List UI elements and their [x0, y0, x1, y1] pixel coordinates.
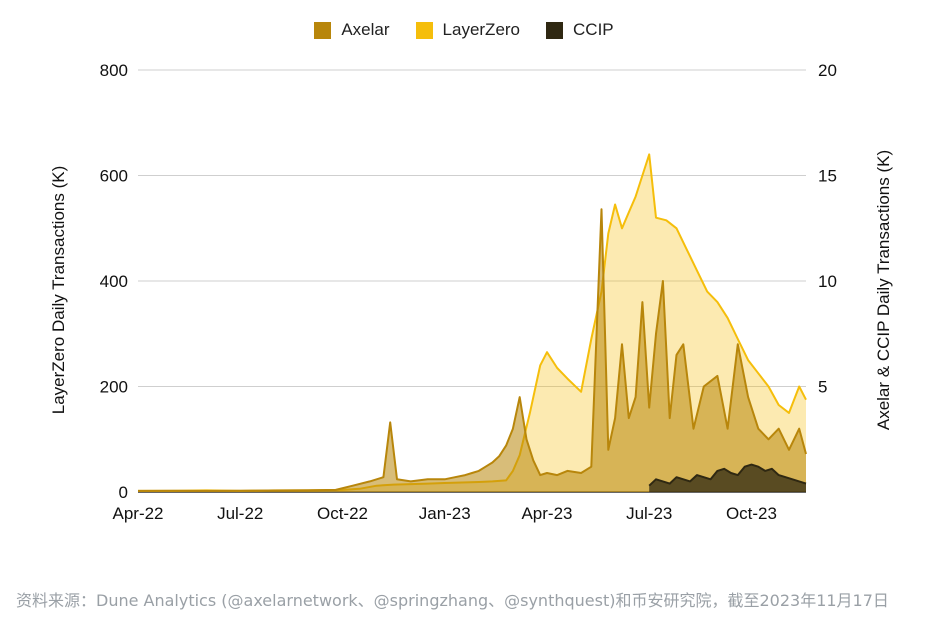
- legend-label-ccip: CCIP: [573, 20, 614, 39]
- x-tick: Oct-23: [726, 504, 777, 523]
- y-tick-left: 200: [100, 378, 128, 397]
- area-ccip: [649, 464, 806, 492]
- area-axelar: [138, 209, 806, 493]
- x-tick: Apr-23: [521, 504, 572, 523]
- y-tick-left: 800: [100, 61, 128, 80]
- legend-swatch-ccip: [546, 21, 564, 39]
- legend: Axelar LayerZero CCIP: [0, 20, 928, 40]
- legend-swatch-axelar: [314, 21, 332, 39]
- legend-item-ccip[interactable]: CCIP: [546, 20, 614, 40]
- x-tick: Oct-22: [317, 504, 368, 523]
- x-tick: Jan-23: [419, 504, 471, 523]
- series-areas: [137, 153, 807, 493]
- y-tick-right: 15: [818, 167, 837, 186]
- legend-label-axelar: Axelar: [341, 20, 390, 39]
- y-tick-right: 10: [818, 272, 837, 291]
- line-ccip: [648, 463, 807, 487]
- x-tick: Jul-22: [217, 504, 263, 523]
- legend-item-axelar[interactable]: Axelar: [314, 20, 390, 40]
- y-axis-left-title: LayerZero Daily Transactions (K): [49, 166, 68, 414]
- tick-labels: 0 200 400 600 800 5 10 15 20 Apr-22 Jul-22 Oct-22 Ja…: [100, 61, 837, 523]
- y-tick-left: 600: [100, 167, 128, 186]
- x-tick: Jul-23: [626, 504, 672, 523]
- x-tick: Apr-22: [112, 504, 163, 523]
- legend-label-layerzero: LayerZero: [442, 20, 521, 39]
- legend-item-layerzero[interactable]: LayerZero: [415, 20, 521, 40]
- y-tick-left: 400: [100, 272, 128, 291]
- y-axis-right-title: Axelar & CCIP Daily Transactions (K): [874, 150, 893, 430]
- y-tick-left: 0: [119, 483, 128, 502]
- y-tick-right: 5: [818, 378, 827, 397]
- legend-swatch-layerzero: [415, 21, 433, 39]
- source-note: 资料来源：Dune Analytics (@axelarnetwork、@spr…: [16, 591, 889, 610]
- line-axelar: [137, 208, 807, 492]
- y-tick-right: 20: [818, 61, 837, 80]
- chart-svg: 0 200 400 600 800 5 10 15 20 Apr-22 Jul-22 Oct-22 Ja…: [49, 61, 893, 523]
